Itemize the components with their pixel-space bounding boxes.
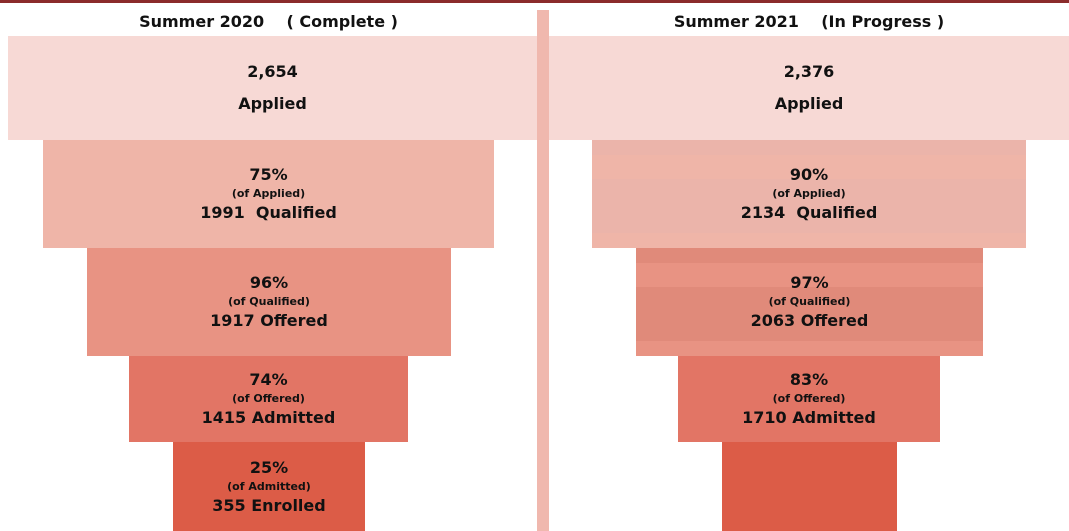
top-rule [0, 0, 1069, 3]
stage-label: 355 Enrolled [212, 495, 326, 515]
funnel-stage: 25% (of Admitted) 355 Enrolled [173, 442, 365, 531]
stage-label: 97% [790, 273, 829, 292]
panel-header: Summer 2021 (In Progress ) [673, 12, 945, 31]
stage-label: 96% [249, 273, 289, 292]
divider [537, 10, 549, 531]
stage-label: 1415 Admitted [201, 408, 336, 427]
funnel-stage: 96% (of Qualified) 1917 Offered [87, 248, 451, 356]
stage-label: 1917 Offered [210, 311, 328, 330]
panel-header: Summer 2020 ( Complete ) [139, 12, 398, 31]
stage-label: 75% [249, 165, 288, 184]
stage-label: 2,654 [247, 62, 298, 81]
stage-label: 1991 Qualified [200, 203, 337, 222]
stage-note: (of Offered) [232, 392, 305, 405]
funnel-stage: 2,654 Applied [8, 36, 537, 140]
stage-label: 2134 Qualified [740, 203, 878, 222]
stage-label: 74% [249, 370, 288, 389]
stage-label: 2,376 [783, 62, 835, 81]
funnel-stage: 97% (of Qualified) 2063 Offered [636, 248, 983, 356]
funnel-stage: 75% (of Applied) 1991 Qualified [43, 140, 494, 248]
stage-label: Applied [238, 94, 307, 113]
funnel-stage: 2,376 Applied [549, 36, 1069, 140]
stage-label: 25% [249, 457, 289, 477]
stage-label: 90% [789, 165, 829, 184]
stage-note: (of Offered) [772, 392, 846, 405]
funnel-stage: 83% (of Offered) 1710 Admitted [678, 356, 940, 442]
stage-label: 2063 Offered [750, 311, 869, 330]
stage-label: 1710 Admitted [742, 408, 876, 427]
funnel-stage: 74% (of Offered) 1415 Admitted [129, 356, 408, 442]
stage-label: Applied [774, 94, 844, 113]
stage-note: (of Qualified) [228, 295, 310, 308]
stage-note: (of Applied) [231, 187, 306, 200]
stage-label: 83% [789, 370, 829, 389]
funnel-stage [722, 442, 897, 531]
funnel-stage: 90% (of Applied) 2134 Qualified [592, 140, 1026, 248]
stage-note: (of Applied) [772, 187, 846, 200]
stage-note: (of Qualified) [768, 295, 851, 308]
stage-note: (of Admitted) [227, 479, 311, 493]
